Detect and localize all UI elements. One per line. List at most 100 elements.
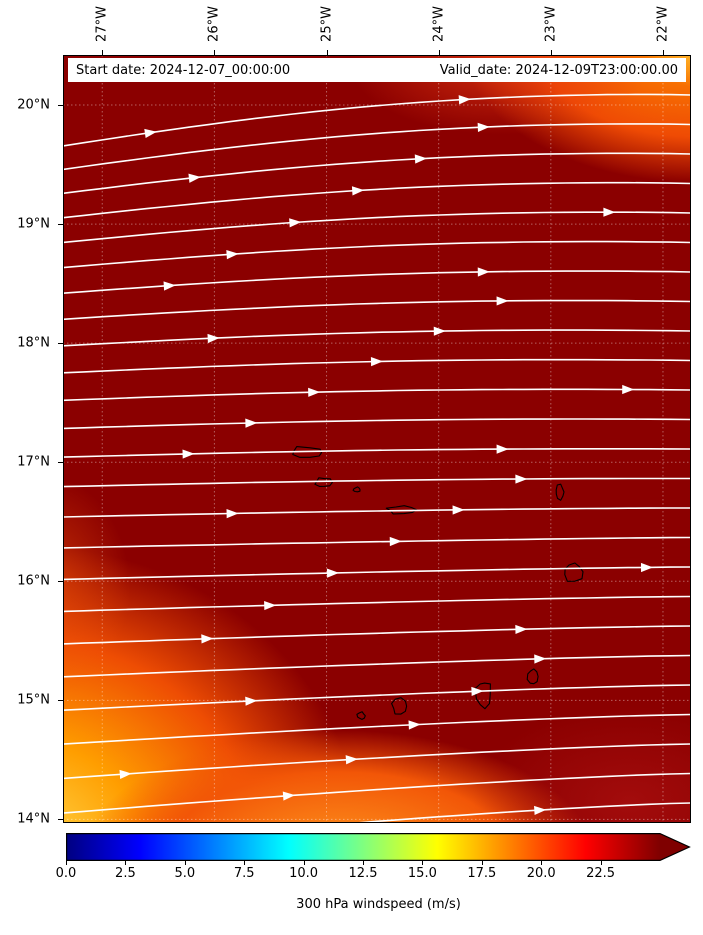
x-tick-mark — [662, 50, 664, 55]
flow-arrow — [207, 333, 220, 344]
y-tick-label: 18°N — [17, 335, 50, 351]
y-tick-mark — [58, 700, 63, 702]
colorbar-tick-label: 12.5 — [348, 866, 378, 881]
x-tick-label: 26°W — [206, 6, 222, 42]
y-tick-mark — [58, 343, 63, 345]
flow-arrow — [496, 296, 509, 306]
windspeed-field — [63, 55, 691, 823]
y-tick-mark — [58, 224, 63, 226]
x-tick-label: 24°W — [431, 6, 447, 42]
streamline — [63, 388, 691, 402]
flow-arrow — [477, 267, 490, 277]
flow-arrow — [289, 218, 302, 228]
streamline — [63, 447, 691, 458]
streamline — [63, 152, 691, 195]
streamline — [63, 625, 691, 645]
flow-arrow — [640, 562, 653, 573]
flow-arrow — [201, 634, 214, 644]
y-tick-label: 14°N — [17, 811, 50, 827]
colorbar-gradient — [66, 833, 691, 861]
y-tick-mark — [58, 581, 63, 583]
axes-frame — [63, 55, 691, 823]
flow-arrow — [264, 600, 277, 611]
colorbar-tick-mark — [184, 861, 186, 865]
x-tick-label: 22°W — [655, 6, 671, 42]
streamline — [63, 684, 691, 712]
streamline — [63, 418, 691, 430]
streamline — [63, 240, 691, 269]
flow-arrow — [452, 505, 465, 515]
flow-arrow — [144, 128, 157, 139]
flow-arrow — [515, 624, 528, 635]
y-tick-label: 20°N — [17, 97, 50, 113]
streamline — [63, 181, 691, 219]
x-tick-mark — [550, 50, 552, 55]
y-tick-label: 15°N — [17, 692, 50, 708]
x-tick-mark — [326, 50, 328, 55]
flow-arrow — [534, 805, 547, 816]
coastlines-group — [292, 446, 584, 720]
island-coastline — [391, 697, 408, 715]
colorbar-tick-label: 20.0 — [526, 866, 556, 881]
y-tick-label: 17°N — [17, 454, 50, 470]
flow-arrow — [433, 326, 446, 336]
streamline — [63, 772, 691, 814]
colorbar-tick-mark — [244, 861, 246, 865]
flow-arrow — [282, 791, 296, 801]
x-tick-label: 23°W — [543, 6, 559, 42]
flow-arrow — [414, 154, 427, 164]
info-banner: Start date: 2024-12-07_00:00:00 Valid_da… — [68, 58, 686, 82]
flow-arrow — [370, 357, 383, 367]
streamline — [63, 713, 691, 745]
plot-area: Start date: 2024-12-07_00:00:00 Valid_da… — [63, 55, 691, 823]
flow-arrow — [477, 122, 490, 132]
colorbar-tick-label: 2.5 — [115, 866, 136, 881]
y-tick-mark — [58, 462, 63, 464]
flow-arrow — [245, 418, 258, 428]
streamline — [63, 507, 691, 518]
colorbar-tick-label: 0.0 — [55, 866, 77, 881]
streamline — [63, 536, 691, 549]
y-tick-label: 19°N — [17, 216, 50, 232]
flow-arrow — [226, 250, 239, 260]
colorbar-tick-label: 5.0 — [174, 866, 196, 881]
flow-arrow — [226, 509, 239, 519]
flow-arrow — [603, 207, 616, 217]
island-coastline — [292, 446, 323, 458]
flow-arrow — [351, 186, 365, 196]
colorbar-bar — [66, 833, 691, 861]
flow-arrow — [534, 654, 547, 664]
flow-arrow — [389, 536, 402, 547]
colorbar-tick-mark — [481, 861, 483, 865]
colorbar-label: 300 hPa windspeed (m/s) — [296, 897, 461, 912]
island-coastline — [352, 486, 361, 493]
streamline — [63, 743, 691, 780]
flow-arrow — [345, 755, 358, 765]
island-coastline — [555, 483, 565, 501]
x-tick-mark — [438, 50, 440, 55]
flow-arrow — [471, 686, 484, 697]
colorbar: 300 hPa windspeed (m/s) 0.0 2.5 5.0 7.5 10.0… — [56, 833, 691, 933]
colorbar-tick-mark — [600, 861, 602, 865]
streamline — [63, 595, 691, 613]
x-tick-label: 27°W — [94, 6, 110, 42]
colorbar-tick-mark — [422, 861, 424, 865]
island-coastline — [385, 505, 418, 515]
y-axis-left: 20°N 19°N 18°N 17°N 16°N 15°N 14°N — [0, 55, 63, 827]
colorbar-tick-label: 7.5 — [233, 866, 255, 881]
streamline — [63, 93, 691, 147]
flow-arrow — [182, 449, 195, 459]
colorbar-tick-mark — [125, 861, 127, 865]
streamline — [63, 566, 691, 581]
island-coastline — [526, 668, 539, 685]
colorbar-tick-label: 17.5 — [467, 866, 497, 881]
colorbar-tick-mark — [303, 861, 305, 865]
x-tick-mark — [102, 50, 104, 55]
flow-arrow — [496, 444, 509, 454]
flow-arrow — [188, 173, 201, 183]
x-axis-top: 27°W 26°W 25°W 24°W 23°W 22°W — [63, 0, 691, 55]
streamline — [63, 211, 691, 244]
flow-arrow — [245, 696, 258, 706]
y-tick-mark — [58, 819, 63, 821]
